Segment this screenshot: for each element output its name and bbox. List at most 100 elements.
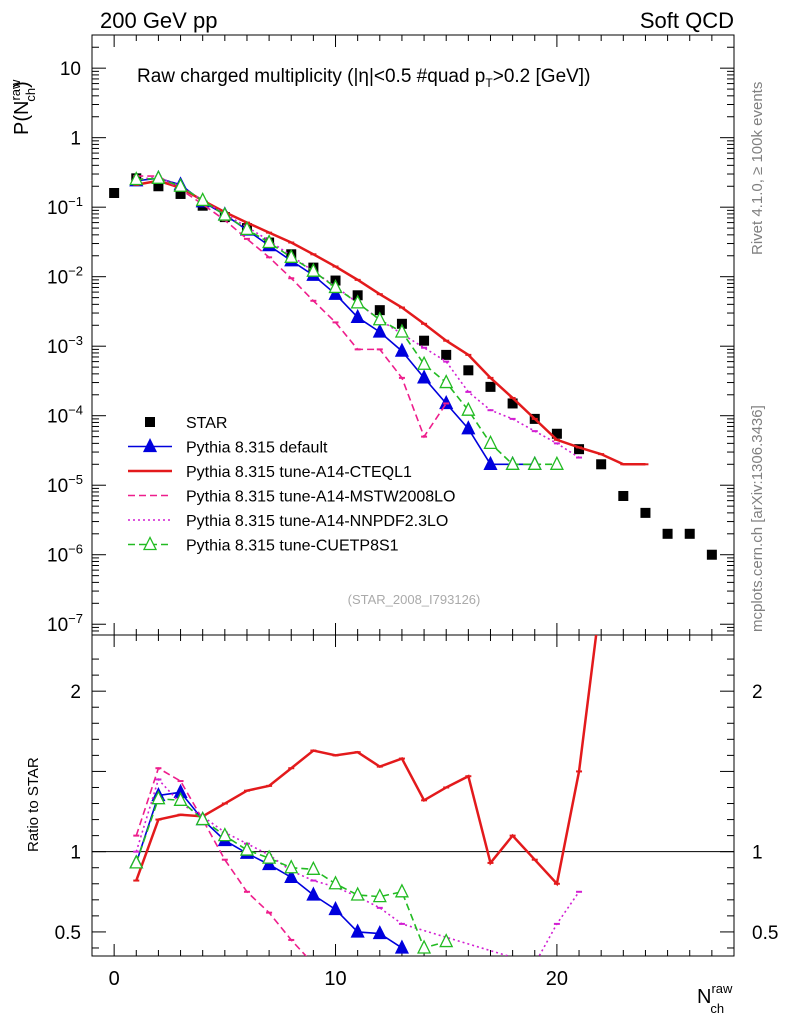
main-series-marker (151, 169, 166, 184)
legend-label: Pythia 8.315 tune-A14-MSTW2008LO (186, 489, 455, 506)
main-series-marker (549, 455, 564, 470)
ratio-series-marker (284, 859, 299, 874)
main-star-point (109, 187, 120, 198)
y-tick-label: 10 (60, 59, 81, 80)
x-tick-label: 10 (324, 968, 346, 990)
main-series-marker (372, 323, 387, 338)
ratio-series-marker (372, 925, 387, 940)
ratio-y-tick-label: 2 (70, 682, 81, 703)
ratio-y-tick-label: 0.5 (55, 923, 81, 944)
main-star-point (463, 365, 474, 376)
ratio-series-marker (195, 811, 210, 826)
main-series-marker (262, 234, 277, 249)
plot-title: Raw charged multiplicity (|η|<0.5 #quad … (137, 66, 590, 90)
y-tick-label: 10−4 (47, 403, 83, 428)
data-series (109, 169, 717, 956)
main-star-point (551, 428, 562, 439)
analysis-watermark: (STAR_2008_I793126) (348, 592, 481, 607)
main-series-marker (173, 177, 188, 192)
legend-label: Pythia 8.315 tune-A14-NNPDF2.3LO (186, 513, 448, 530)
main-star-point (618, 490, 629, 501)
ratio-y-tick-label: 1 (70, 843, 81, 864)
legend-marker (142, 536, 158, 551)
ratio-series-marker (417, 939, 432, 954)
main-series-marker (505, 455, 520, 470)
ratio-series-marker (129, 854, 144, 869)
ratio-y-tick-label-right: 1 (752, 843, 763, 864)
main-star-point (507, 398, 518, 409)
ratio-series-marker (372, 888, 387, 903)
main-series-marker (394, 323, 409, 338)
ratio-series-marker (328, 875, 343, 890)
main-y-axis-label: P(Nrawch) (8, 79, 38, 135)
main-series-marker (239, 220, 255, 235)
ratio-series-marker (306, 886, 321, 901)
main-series-marker (417, 369, 432, 384)
ratio-series-marker (394, 939, 409, 954)
ratio-panel-frame (91, 634, 735, 957)
main-series-marker (217, 206, 232, 221)
y-tick-label: 1 (70, 129, 81, 150)
main-series-marker (461, 420, 476, 435)
main-star-point (640, 507, 651, 518)
ratio-y-tick-label-right: 2 (752, 682, 763, 703)
main-star-point (574, 444, 585, 455)
main-star-point (684, 528, 695, 539)
y-tick-label: 10−2 (47, 264, 83, 289)
ratio-series-marker (284, 868, 299, 884)
main-series-marker (439, 374, 454, 389)
y-tick-label: 10−6 (47, 542, 83, 567)
legend-label: Pythia 8.315 tune-CUETP8S1 (186, 538, 399, 555)
main-star-point (153, 181, 164, 192)
main-series-marker (461, 401, 476, 416)
main-star-point (485, 381, 496, 392)
main-series-marker (328, 285, 343, 300)
main-series-marker (328, 279, 343, 294)
main-series-marker (527, 455, 542, 470)
y-tick-label: 10−7 (47, 611, 83, 636)
main-series-marker (129, 171, 144, 186)
rivet-version-label: Rivet 4.1.0, ≥ 100k events (749, 82, 766, 255)
main-series-marker (306, 262, 321, 277)
header-left: 200 GeV pp (100, 8, 217, 33)
main-series-marker (483, 434, 498, 450)
ratio-series-marker (439, 933, 454, 948)
legend-label: STAR (186, 415, 227, 432)
ratio-series-marker (350, 923, 365, 938)
main-series-group (109, 169, 717, 560)
y-tick-label: 10−5 (47, 472, 83, 497)
ratio-y-axis-label: Ratio to STAR (25, 757, 42, 852)
main-series-marker (350, 308, 365, 324)
ratio-series-line (135, 767, 308, 956)
legend-marker (142, 438, 158, 453)
main-series-line (136, 177, 557, 466)
main-star-point (419, 335, 430, 346)
main-star-point (706, 549, 717, 560)
main-star-point (374, 305, 385, 316)
ratio-series-marker (328, 901, 343, 916)
ratio-series-marker (350, 886, 365, 901)
x-tick-label: 0 (109, 968, 120, 990)
main-star-point (662, 528, 673, 539)
ratio-series-group (129, 635, 598, 956)
header-right: Soft QCD (640, 8, 734, 33)
ratio-series-marker (217, 827, 232, 842)
legend-label: Pythia 8.315 tune-A14-CTEQL1 (186, 464, 412, 481)
ratio-series-marker (306, 860, 321, 875)
main-series-marker (350, 294, 365, 309)
main-star-point (441, 349, 452, 360)
ratio-series-marker (394, 883, 409, 898)
y-tick-label: 10−1 (47, 194, 83, 219)
main-star-point (175, 188, 186, 199)
ratio-series-marker (173, 791, 188, 806)
axis-ticks: 0 10 20 10−7 10−6 10−5 10−4 10−3 10−2 10−1 1 10 0.5 0… (47, 34, 778, 990)
y-tick-label: 10−3 (47, 333, 83, 358)
ratio-series-marker (262, 849, 277, 864)
ratio-y-tick-label-right: 0.5 (752, 923, 778, 944)
main-series-marker (417, 355, 432, 370)
mcplots-label: mcplots.cern.ch [arXiv:1306.3436] (749, 405, 766, 632)
main-star-point (596, 459, 607, 470)
x-tick-label: 20 (546, 968, 568, 990)
legend-marker-star (145, 417, 155, 427)
